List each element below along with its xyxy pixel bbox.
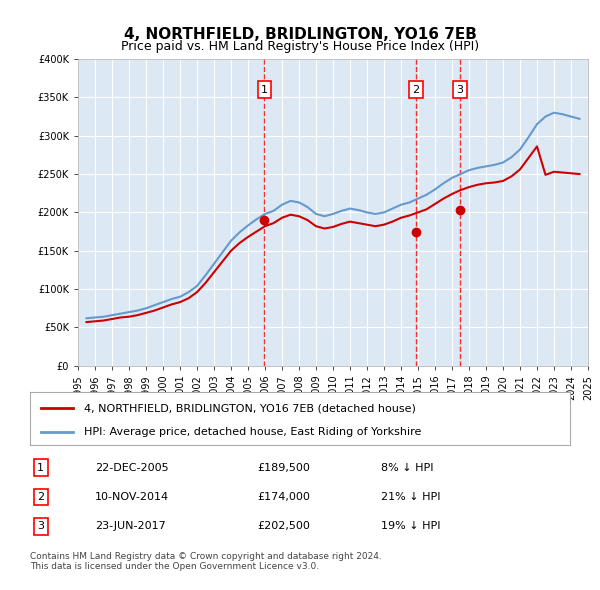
Text: 3: 3 [457,85,464,94]
Text: 1: 1 [261,85,268,94]
Text: 21% ↓ HPI: 21% ↓ HPI [381,492,440,502]
Text: 19% ↓ HPI: 19% ↓ HPI [381,522,440,532]
Text: £189,500: £189,500 [257,463,310,473]
Text: 4, NORTHFIELD, BRIDLINGTON, YO16 7EB: 4, NORTHFIELD, BRIDLINGTON, YO16 7EB [124,27,476,41]
Text: 3: 3 [37,522,44,532]
Text: 4, NORTHFIELD, BRIDLINGTON, YO16 7EB (detached house): 4, NORTHFIELD, BRIDLINGTON, YO16 7EB (de… [84,404,416,413]
Text: 23-JUN-2017: 23-JUN-2017 [95,522,166,532]
Text: 8% ↓ HPI: 8% ↓ HPI [381,463,433,473]
Text: Price paid vs. HM Land Registry's House Price Index (HPI): Price paid vs. HM Land Registry's House … [121,40,479,53]
Text: £174,000: £174,000 [257,492,310,502]
Text: 2: 2 [37,492,44,502]
Text: Contains HM Land Registry data © Crown copyright and database right 2024.
This d: Contains HM Land Registry data © Crown c… [30,552,382,571]
Text: 10-NOV-2014: 10-NOV-2014 [95,492,169,502]
Text: 1: 1 [37,463,44,473]
Text: 2: 2 [412,85,419,94]
Text: HPI: Average price, detached house, East Riding of Yorkshire: HPI: Average price, detached house, East… [84,427,421,437]
Text: £202,500: £202,500 [257,522,310,532]
Text: 22-DEC-2005: 22-DEC-2005 [95,463,169,473]
